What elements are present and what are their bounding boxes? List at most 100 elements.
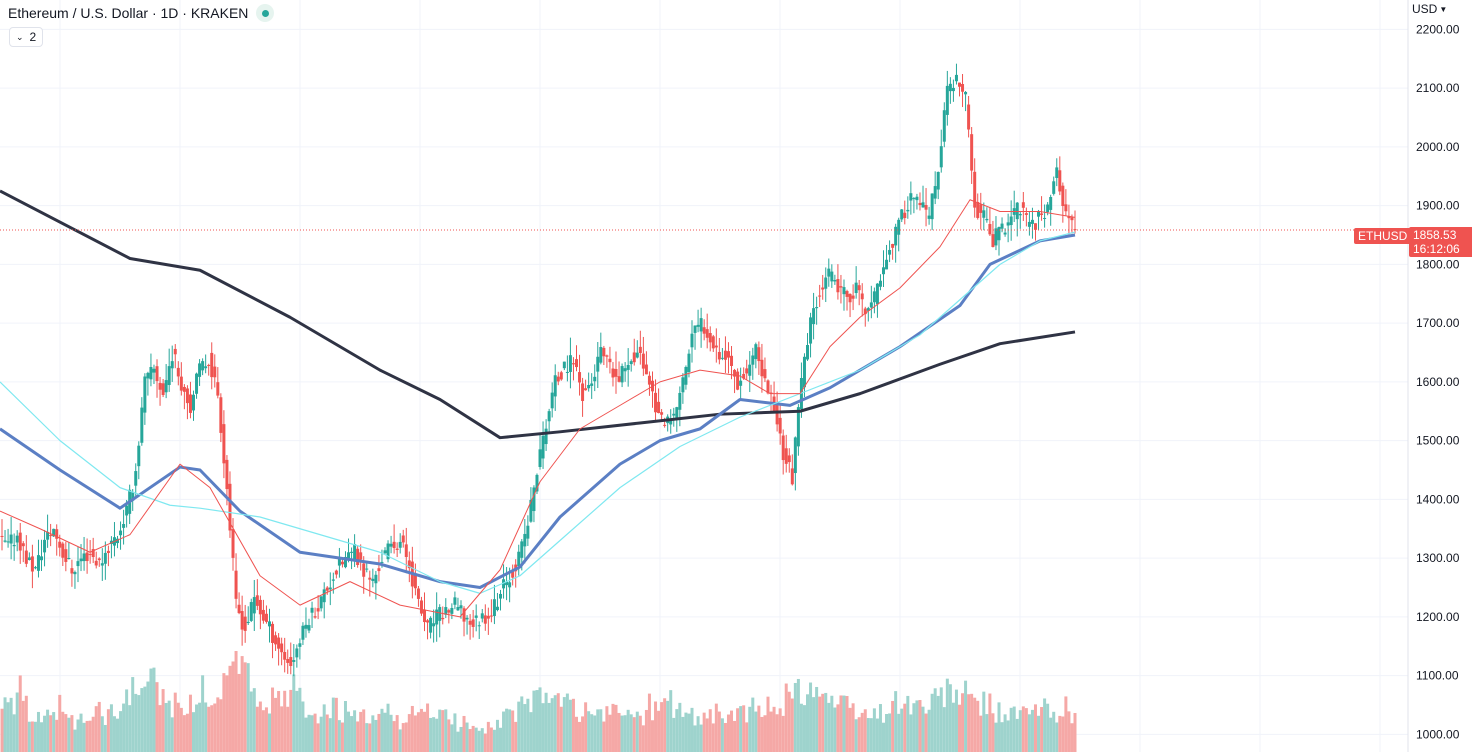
candle-body — [137, 445, 141, 467]
candle-body — [362, 563, 366, 577]
candle-body — [1043, 217, 1047, 219]
volume-bar — [188, 694, 192, 752]
volume-bar — [225, 675, 229, 752]
candle-body — [565, 371, 569, 373]
candle-body — [581, 383, 585, 402]
candle-body — [404, 544, 408, 557]
candle-body — [304, 624, 308, 629]
candle-body — [951, 87, 955, 92]
volume-bar — [24, 695, 28, 752]
grid-lines — [0, 0, 1408, 752]
y-tick-label: 2200.00 — [1416, 22, 1460, 36]
candle-body — [413, 573, 417, 589]
volume-bar — [240, 656, 244, 752]
currency-selector[interactable]: USD ▼ — [1412, 2, 1447, 16]
candle-body — [921, 202, 925, 208]
candle-body — [368, 577, 372, 580]
volume-bar — [167, 700, 171, 752]
candle-body — [371, 578, 375, 581]
candle-body — [213, 366, 217, 378]
candle-body — [778, 417, 782, 434]
volume-bar — [21, 700, 25, 752]
candle-body — [350, 551, 354, 553]
chevron-down-icon: ▼ — [1439, 4, 1448, 14]
candle-body — [882, 267, 886, 275]
volume-bar — [684, 712, 688, 752]
candle-body — [821, 287, 825, 290]
candle-body — [70, 568, 74, 574]
volume-bar — [125, 689, 129, 752]
volume-bar — [502, 711, 506, 752]
candle-body — [891, 243, 895, 248]
volume-bar — [1030, 709, 1034, 752]
volume-bar — [936, 695, 940, 752]
volume-bar — [134, 693, 138, 752]
volume-bar — [27, 721, 31, 752]
volume-bar — [647, 693, 651, 752]
volume-bar — [1064, 696, 1068, 752]
volume-bar — [70, 715, 74, 752]
candle-body — [444, 607, 448, 615]
candle-body — [155, 366, 159, 382]
volume-bar — [67, 717, 71, 752]
volume-bar — [827, 702, 831, 752]
candle-body — [869, 302, 873, 308]
candle-body — [52, 528, 56, 537]
candle-body — [477, 625, 481, 627]
volume-bar — [419, 708, 423, 752]
volume-bar — [687, 713, 691, 752]
candle-body — [702, 327, 706, 334]
symbol-title[interactable]: Ethereum / U.S. Dollar · 1D · KRAKEN — [8, 5, 249, 21]
candle-body — [1055, 167, 1059, 178]
volume-bar — [793, 682, 797, 752]
volume-bar — [593, 715, 597, 752]
candle-body — [119, 530, 123, 536]
candle-body — [18, 532, 22, 551]
candle-body — [775, 403, 779, 425]
candle-body — [638, 346, 642, 353]
volume-bar — [666, 700, 670, 752]
volume-bar — [249, 691, 253, 752]
volume-bar — [559, 706, 563, 752]
volume-bar — [787, 691, 791, 752]
volume-bar — [872, 708, 876, 752]
last-price-value: 1858.53 — [1413, 228, 1457, 242]
candle-body — [520, 541, 524, 558]
candle-body — [757, 347, 761, 362]
candle-body — [784, 448, 788, 464]
volume-bar — [851, 703, 855, 752]
candle-body — [669, 419, 673, 425]
candle-body — [495, 606, 499, 611]
candle-body — [1006, 222, 1010, 226]
price-axis[interactable]: 1000.00 1100.00 1200.00 1300.00 1400.00 1500.… — [1416, 22, 1460, 741]
candle-body — [499, 593, 503, 599]
volume-bar — [407, 714, 411, 752]
volume-bar — [979, 715, 983, 752]
volume-bar — [988, 693, 992, 752]
volume-bar — [170, 717, 174, 752]
candle-body — [6, 541, 10, 543]
candle-body — [802, 356, 806, 388]
ma_cyan-line — [0, 231, 1076, 594]
volume-bar — [325, 714, 329, 752]
volume-bar — [97, 701, 101, 752]
candle-body — [435, 609, 439, 625]
volume-bar — [176, 702, 180, 752]
candle-body — [441, 617, 445, 620]
candle-body — [1046, 204, 1050, 213]
candle-body — [860, 293, 864, 300]
volume-bar — [672, 717, 676, 752]
indicators-toggle-button[interactable]: ⌄ 2 — [9, 27, 44, 47]
volume-bar — [1012, 706, 1016, 752]
volume-bar — [526, 698, 530, 752]
candle-body — [611, 368, 615, 378]
candle-body — [924, 205, 928, 210]
candle-body — [228, 483, 232, 531]
candle-body — [982, 210, 986, 218]
volume-bar — [201, 675, 205, 752]
candle-body — [629, 361, 633, 365]
candle-body — [67, 557, 71, 559]
volume-bar — [6, 702, 10, 752]
candle-body — [331, 579, 335, 581]
